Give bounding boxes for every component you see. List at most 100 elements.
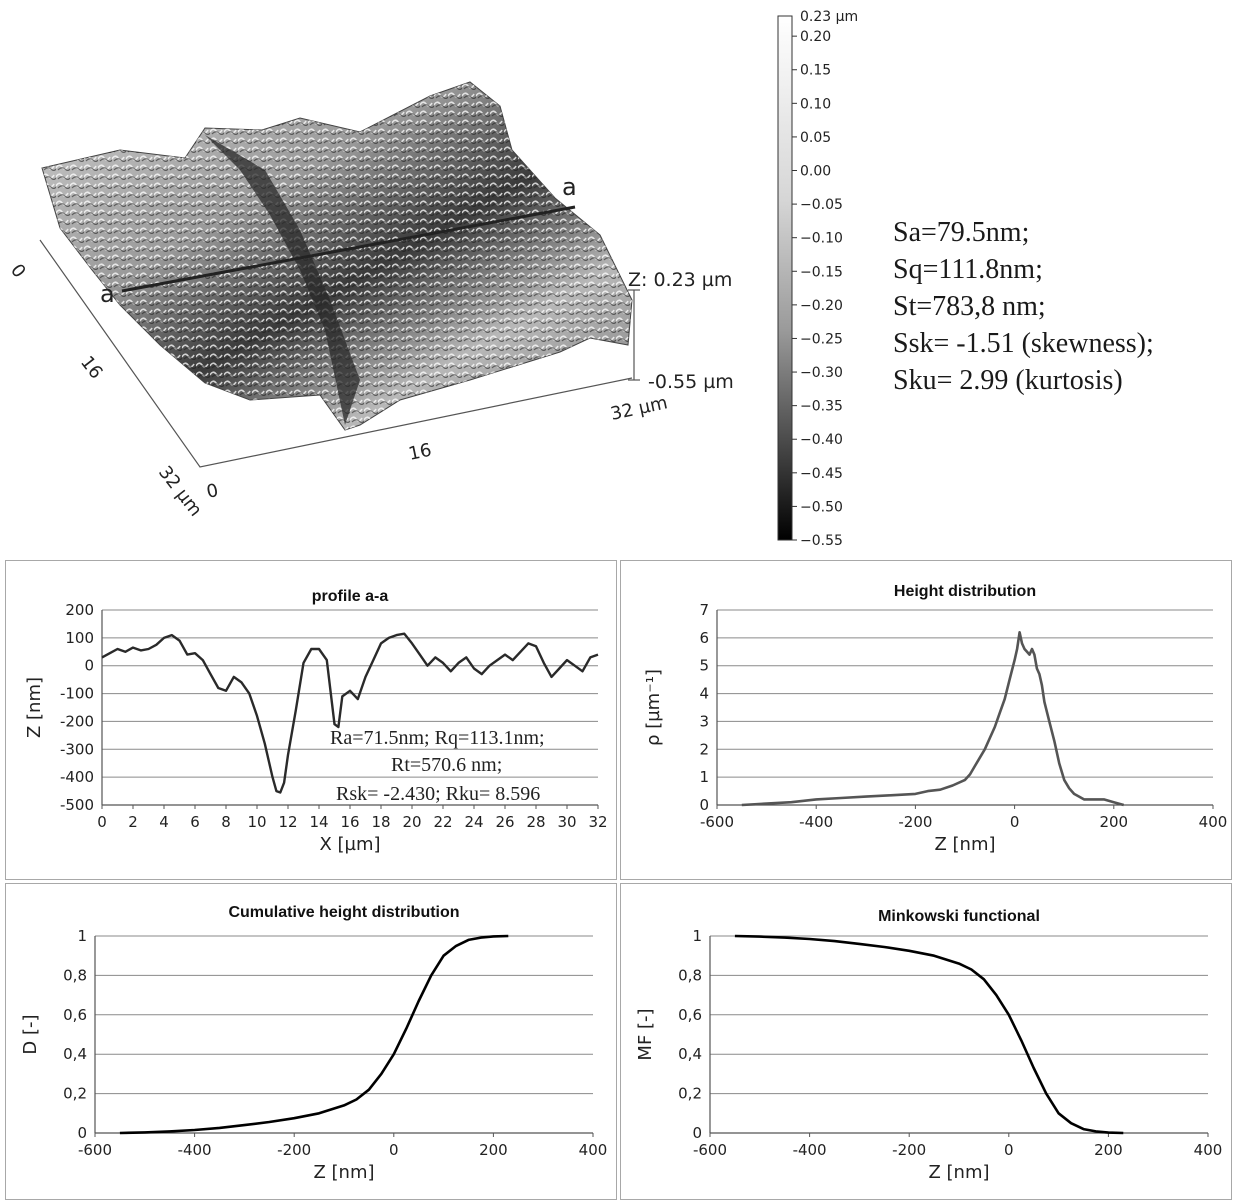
x-tick-label: -400 <box>793 1141 827 1159</box>
x-tick-label: 0 <box>97 813 107 831</box>
x-tick-label: -600 <box>78 1141 112 1159</box>
x-tick-label: -600 <box>700 813 734 831</box>
colorbar-tick-label: −0.55 <box>800 533 843 549</box>
height-colorbar: 0.20 0.15 0.10 0.05 0.00 −0.05 −0.10 −0.15 −0.20… <box>777 9 858 549</box>
x-tick-label: 2 <box>128 813 138 831</box>
y-tick-label: 4 <box>699 685 709 703</box>
chart-title: Height distribution <box>894 583 1036 600</box>
panel-minkowski-functional: Minkowski functional 1 0,8 0,6 0,4 0,2 0 -600 -4… <box>620 883 1232 1200</box>
x-tick-label: 0 <box>389 1141 399 1159</box>
chart-title: profile a-a <box>312 588 389 605</box>
y-tick-label: 5 <box>699 657 709 675</box>
colorbar-tick-label: −0.05 <box>800 197 843 213</box>
profile-marker-right: a <box>562 173 577 201</box>
panel-height-distribution: Height distribution 7 6 5 4 3 2 1 0 -600 -400 -200 0… <box>620 560 1232 880</box>
stat-sa: Sa=79.5nm; <box>893 217 1030 248</box>
y-tick-label: -300 <box>60 740 94 758</box>
y-tick-label: 200 <box>65 601 94 619</box>
colorbar-tick-label: 0.20 <box>800 29 831 45</box>
x-tick-label: 200 <box>479 1141 508 1159</box>
x-tick-label: 400 <box>1199 813 1228 831</box>
stat-sq: Sq=111.8nm; <box>893 254 1043 285</box>
stat-ssk: Ssk= -1.51 (skewness); <box>893 328 1154 359</box>
y-tick-label: -400 <box>60 768 94 786</box>
y-tick-label: 1 <box>699 768 709 786</box>
x-tick-label: 200 <box>1094 1141 1123 1159</box>
colorbar-top-label: 0.23 µm <box>800 9 858 25</box>
x-tick-label: 20 <box>402 813 421 831</box>
x-tick-label: 6 <box>190 813 200 831</box>
stat-st: St=783,8 nm; <box>893 291 1046 322</box>
y-axis-label: D [-] <box>20 1014 41 1054</box>
y-tick-label: 0 <box>692 1124 702 1142</box>
x-axis-label: Z [nm] <box>313 1162 374 1183</box>
x-tick-label: 22 <box>433 813 452 831</box>
y-tick-label: 0,2 <box>678 1085 702 1103</box>
y-axis-label: Z [nm] <box>24 677 45 738</box>
x-axis-label: Z [nm] <box>928 1162 989 1183</box>
y-tick-label: 0,8 <box>678 966 702 984</box>
chart-title: Cumulative height distribution <box>228 904 459 921</box>
profile-marker-left: a <box>100 280 115 308</box>
x-tick-label: 12 <box>278 813 297 831</box>
colorbar-tick-label: −0.50 <box>800 499 843 515</box>
x-tick-16: 16 <box>407 440 434 465</box>
y-tick-label: 0,6 <box>63 1006 87 1024</box>
colorbar-tick-label: −0.40 <box>800 432 843 448</box>
x-tick-32: 32 µm <box>609 392 670 425</box>
y-tick-label: 0,4 <box>63 1045 87 1063</box>
x-tick-label: 4 <box>159 813 169 831</box>
x-axis-label: Z [nm] <box>934 834 995 855</box>
y-tick-label: 100 <box>65 629 94 647</box>
colorbar-ticks: 0.20 0.15 0.10 0.05 0.00 −0.05 −0.10 −0.15 −0.20… <box>792 29 843 549</box>
colorbar-gradient <box>777 15 793 541</box>
colorbar-tick-label: 0.15 <box>800 63 831 79</box>
z-top-label: Z: 0.23 µm <box>628 269 732 291</box>
colorbar-tick-label: 0.10 <box>800 96 831 112</box>
y-tick-label: -200 <box>60 712 94 730</box>
x-tick-label: 30 <box>557 813 576 831</box>
y-tick-label: 0,8 <box>63 966 87 984</box>
series-line <box>741 631 1125 807</box>
colorbar-tick-label: 0.00 <box>800 164 831 180</box>
x-tick-0: 0 <box>205 480 221 503</box>
y-tick-16: 16 <box>76 352 107 383</box>
y-tick-label: 7 <box>699 601 709 619</box>
x-tick-label: 0 <box>1010 813 1020 831</box>
x-tick-label: -200 <box>898 813 932 831</box>
x-tick-label: 14 <box>309 813 328 831</box>
colorbar-tick-label: −0.25 <box>800 331 843 347</box>
y-tick-label: 2 <box>699 740 709 758</box>
profile-roughness-stat-2: Rt=570.6 nm; <box>391 754 502 776</box>
chart-title: Minkowski functional <box>878 908 1040 925</box>
colorbar-tick-label: −0.20 <box>800 298 843 314</box>
y-tick-label: -500 <box>60 796 94 814</box>
series-line <box>101 632 599 794</box>
x-tick-label: -600 <box>693 1141 727 1159</box>
y-tick-32: 32 µm <box>154 462 206 520</box>
y-tick-label: 0,2 <box>63 1085 87 1103</box>
x-tick-label: 200 <box>1099 813 1128 831</box>
x-tick-label: -400 <box>799 813 833 831</box>
colorbar-tick-label: −0.15 <box>800 264 843 280</box>
x-tick-label: -400 <box>178 1141 212 1159</box>
y-tick-label: 1 <box>692 927 702 945</box>
z-bottom-label: -0.55 µm <box>648 371 734 393</box>
panel-profile: profile a-a 200 100 0 -100 -200 -300 -400 -500 0 2… <box>5 560 617 880</box>
profile-roughness-stat-1: Ra=71.5nm; Rq=113.1nm; <box>330 727 545 749</box>
y-tick-0: 0 <box>6 260 30 282</box>
chart-cumulative-height-distribution: Cumulative height distribution 1 0,8 0,6 0,4… <box>20 904 608 1183</box>
y-tick-label: 0,4 <box>678 1045 702 1063</box>
y-axis-label: MF [-] <box>635 1008 656 1060</box>
surface-roughness-stats: Sa=79.5nm; Sq=111.8nm; St=783,8 nm; Ssk=… <box>893 214 1233 399</box>
series-line <box>119 934 509 1135</box>
x-tick-label: -200 <box>277 1141 311 1159</box>
series-line <box>734 934 1124 1135</box>
x-tick-label: -200 <box>892 1141 926 1159</box>
x-tick-label: 400 <box>579 1141 608 1159</box>
y-tick-label: 6 <box>699 629 709 647</box>
x-tick-label: 8 <box>221 813 231 831</box>
y-tick-label: 0 <box>84 657 94 675</box>
